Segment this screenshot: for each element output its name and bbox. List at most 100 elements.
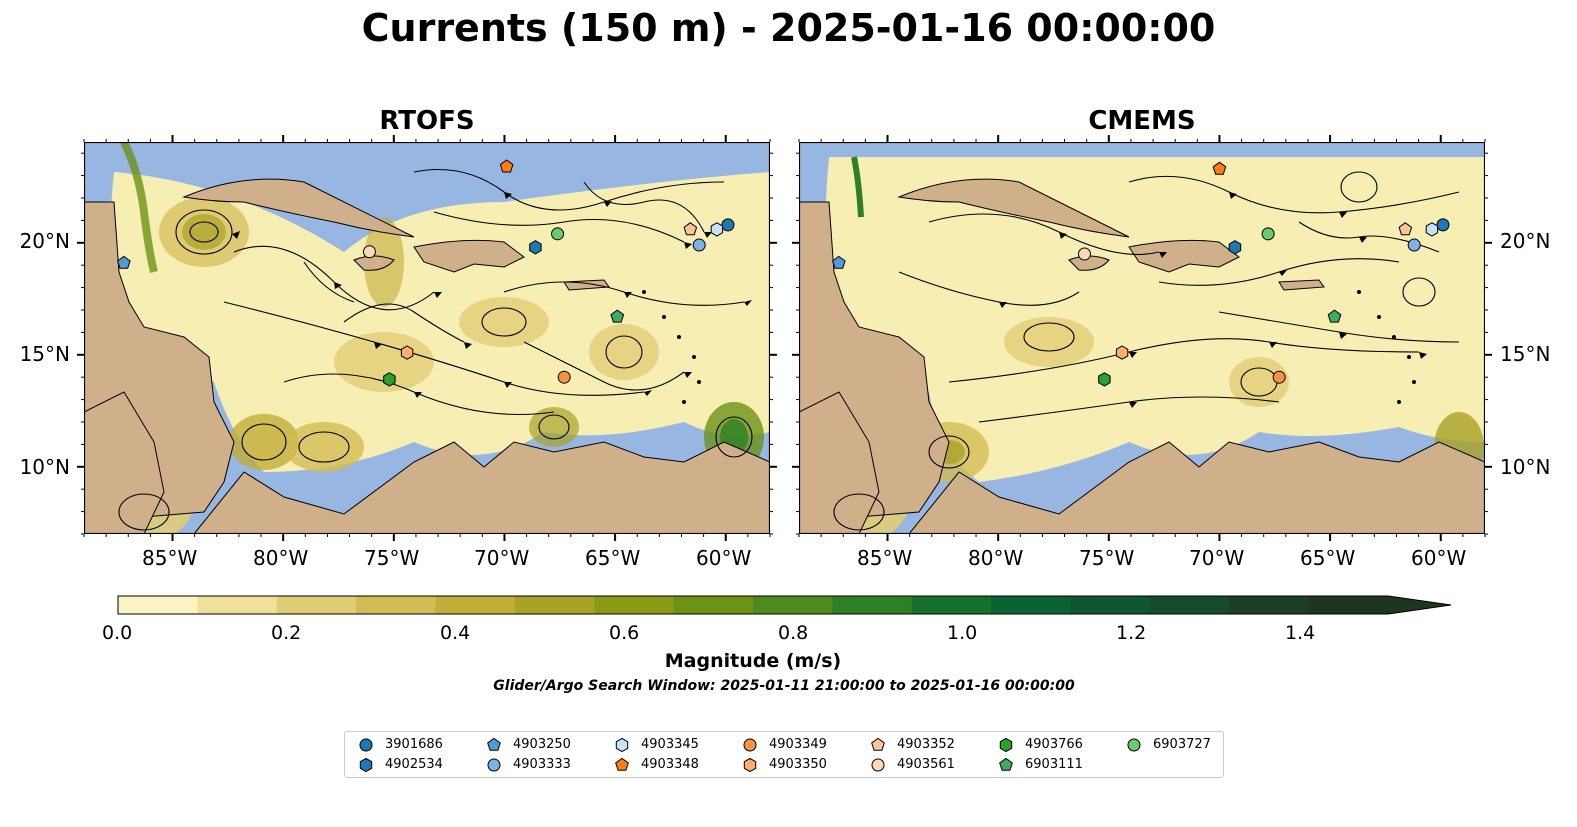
float-marker-4903333 [692,238,706,252]
legend-marker-6903727 [1127,738,1141,752]
float-marker-4903561 [1077,247,1091,261]
map-panel-cmems [799,142,1485,534]
pentagon-marker-icon [871,737,885,751]
legend-label: 4903349 [769,737,827,752]
lon-tick-label: 65°W [1300,546,1356,570]
float-marker-4903561 [362,245,376,259]
float-marker-6903727 [1261,227,1275,241]
colorbar-segment [673,596,754,614]
lon-tick-label: 60°W [696,546,752,570]
colorbar-tick-label: 0.8 [778,622,809,644]
colorbar-frame [117,595,1452,615]
colorbar-segment [991,596,1071,614]
legend-marker-6903111 [999,757,1013,771]
figure-title: Currents (150 m) - 2025-01-16 00:00:00 [361,6,1216,50]
legend-marker-4903250 [487,737,501,751]
colorbar [117,595,1452,615]
float-markers-rtofs [117,159,735,387]
legend-marker-4903333 [487,758,501,772]
hexagon-marker-icon [743,757,757,773]
circle-marker-icon [1127,738,1141,752]
current-streamlines [833,171,1460,531]
colorbar-segment [356,596,436,614]
legend-label: 4903350 [769,757,827,772]
colorbar-segment [197,596,278,614]
colorbar-tick-label: 1.2 [1116,622,1147,644]
legend-label: 4903561 [897,757,955,772]
pentagon-marker-icon [615,757,629,771]
legend-marker-4903352 [871,737,885,751]
colorbar-segment [435,596,516,614]
streamline-arrows [232,192,752,398]
hexagon-marker-icon [615,737,629,753]
colorbar-tick-label: 0.4 [440,622,471,644]
lon-tick-label: 70°W [1189,546,1245,570]
float-marker-4903348 [1212,161,1227,175]
float-marker-4903352 [683,222,698,236]
legend-marker-4903348 [615,757,629,771]
colorbar-segment [514,596,595,614]
float-marker-4903348 [499,159,514,173]
float-marker-4903345 [1425,222,1439,237]
lon-tick-label: 75°W [364,546,420,570]
float-marker-3901686 [1436,218,1450,232]
legend-label: 4903348 [641,757,699,772]
colorbar-segment [753,596,833,614]
colorbar-segment [832,596,913,614]
lat-tick-label-right: 20°N [1500,229,1551,253]
circle-marker-icon [743,738,757,752]
lon-tick-label: 65°W [585,546,641,570]
lon-tick-label: 70°W [474,546,530,570]
colorbar-segment [118,596,198,614]
legend-label: 4903345 [641,737,699,752]
float-marker-6903111 [1327,309,1342,323]
lat-tick-label-right: 10°N [1500,455,1551,479]
map-frame [84,142,770,534]
lat-tick-label-left: 20°N [19,229,70,253]
float-marker-4903350 [1115,345,1129,360]
colorbar-tick-label: 1.4 [1285,622,1316,644]
lon-tick-label: 75°W [1079,546,1135,570]
float-marker-6903727 [551,227,565,241]
hexagon-marker-icon [999,737,1013,753]
colorbar-label: Magnitude (m/s) [664,650,842,672]
lon-tick-label: 85°W [857,546,913,570]
legend-label: 4902534 [385,757,443,772]
legend-label: 6903111 [1025,757,1083,772]
small-islands [642,290,701,404]
panel-title-cmems: CMEMS [1088,106,1196,136]
float-marker-4903350 [400,345,414,360]
lon-tick-label: 80°W [968,546,1024,570]
legend-label: 4903250 [513,737,571,752]
float-marker-4902534 [529,240,542,255]
legend-marker-4903345 [615,737,629,753]
float-marker-4903352 [1398,222,1413,236]
colorbar-segment [1308,596,1389,614]
legend-marker-4903766 [999,737,1013,753]
circle-marker-icon [487,758,501,772]
land-masses [84,178,770,534]
lon-tick-label: 80°W [253,546,309,570]
colorbar-segment [1149,596,1230,614]
legend-marker-4903349 [743,738,757,752]
lon-tick-label: 85°W [142,546,198,570]
streamline-arrows [999,192,1427,408]
legend-marker-3901686 [359,738,373,752]
colorbar-extend-arrow [1388,596,1451,614]
colorbar-tick-label: 0.0 [102,622,133,644]
panel-title-rtofs: RTOFS [379,106,475,136]
map-panel-rtofs [84,142,770,534]
land-masses [799,178,1485,534]
circle-marker-icon [359,738,373,752]
lon-tick-label: 60°W [1411,546,1467,570]
small-islands [1357,290,1416,404]
legend-label: 6903727 [1153,737,1211,752]
colorbar-segment [1070,596,1151,614]
float-marker-4903766 [1098,372,1111,387]
legend-marker-4902534 [359,757,373,773]
legend-marker-4903561 [871,758,885,772]
float-marker-4903766 [383,372,396,387]
map-frame [799,142,1485,534]
colorbar-segment [594,596,675,614]
hexagon-marker-icon [359,757,373,773]
